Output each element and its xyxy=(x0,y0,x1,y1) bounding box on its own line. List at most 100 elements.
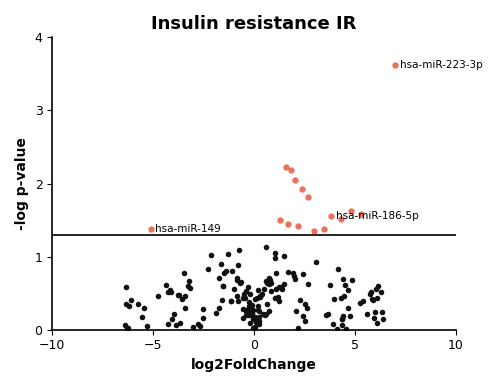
Point xyxy=(128,297,136,303)
Point xyxy=(299,313,307,319)
Point xyxy=(368,289,376,295)
Point xyxy=(237,279,245,285)
Point xyxy=(238,306,246,312)
Point xyxy=(215,305,223,311)
Point xyxy=(125,303,133,309)
Point xyxy=(227,298,235,304)
Point xyxy=(310,228,318,234)
Point xyxy=(296,297,304,303)
Point xyxy=(326,283,334,289)
Point xyxy=(391,62,399,68)
Point xyxy=(298,186,306,192)
Point xyxy=(262,244,270,250)
Point xyxy=(368,296,376,303)
Point xyxy=(245,312,253,318)
Point xyxy=(255,314,263,320)
Point xyxy=(301,301,309,307)
Point xyxy=(258,291,266,297)
Point xyxy=(198,315,206,321)
Point xyxy=(379,316,387,322)
Point xyxy=(250,307,258,313)
Point xyxy=(246,304,254,310)
Point xyxy=(304,305,312,312)
Point xyxy=(254,287,262,293)
Point xyxy=(284,269,292,275)
Y-axis label: -log p-value: -log p-value xyxy=(15,137,29,230)
Point xyxy=(334,326,342,332)
Text: hsa-miR-223-3p: hsa-miR-223-3p xyxy=(400,60,483,70)
Point xyxy=(287,167,295,173)
Point xyxy=(122,284,130,290)
Point xyxy=(255,308,263,314)
Point xyxy=(218,297,226,303)
Point xyxy=(242,288,250,295)
Point xyxy=(356,300,364,307)
Point xyxy=(252,295,260,301)
Point xyxy=(166,288,174,294)
Point xyxy=(340,293,347,299)
Point xyxy=(359,298,367,304)
Point xyxy=(348,277,356,283)
Point xyxy=(247,312,255,318)
Point xyxy=(363,311,371,317)
Point xyxy=(254,307,262,313)
Point xyxy=(267,288,275,295)
Point xyxy=(280,253,287,259)
Point xyxy=(346,313,354,319)
Point xyxy=(280,281,288,287)
Point xyxy=(235,247,243,253)
Point xyxy=(219,283,227,289)
Point xyxy=(336,216,344,222)
Point xyxy=(320,226,328,232)
Point xyxy=(244,284,252,290)
Point xyxy=(374,283,382,289)
Point xyxy=(344,305,351,311)
Point xyxy=(232,293,240,299)
Point xyxy=(271,255,279,262)
Point xyxy=(312,259,320,265)
Point xyxy=(168,316,176,322)
Point xyxy=(243,307,251,313)
Point xyxy=(324,311,332,317)
Point xyxy=(240,291,248,297)
Point xyxy=(272,286,280,292)
Point xyxy=(226,298,234,304)
Point xyxy=(250,325,258,331)
Point xyxy=(292,308,300,314)
Point xyxy=(240,295,248,301)
Point xyxy=(176,320,184,327)
Point xyxy=(175,291,183,298)
Point xyxy=(196,323,203,329)
Point xyxy=(182,305,190,311)
Point xyxy=(338,276,346,283)
Point xyxy=(336,295,344,301)
Point xyxy=(304,194,312,200)
Point xyxy=(275,284,283,290)
Point xyxy=(260,312,268,319)
Point xyxy=(248,310,256,317)
Point xyxy=(326,213,334,219)
Point xyxy=(219,283,227,289)
Point xyxy=(262,310,270,317)
Point xyxy=(236,280,244,286)
Point xyxy=(184,283,192,289)
Point xyxy=(230,286,238,293)
Point xyxy=(366,291,374,297)
Point xyxy=(239,315,247,321)
Point xyxy=(138,314,146,320)
Point xyxy=(246,320,254,327)
Point xyxy=(252,319,260,325)
Point xyxy=(334,266,342,272)
Point xyxy=(258,310,266,317)
Point xyxy=(254,321,262,327)
Point xyxy=(164,321,172,327)
Point xyxy=(372,286,380,292)
Point xyxy=(254,303,262,310)
Point xyxy=(265,275,273,281)
Point xyxy=(338,316,346,322)
Point xyxy=(263,280,271,286)
Point xyxy=(276,217,284,223)
Point xyxy=(262,278,270,284)
Point xyxy=(263,301,271,307)
Point xyxy=(264,281,272,288)
